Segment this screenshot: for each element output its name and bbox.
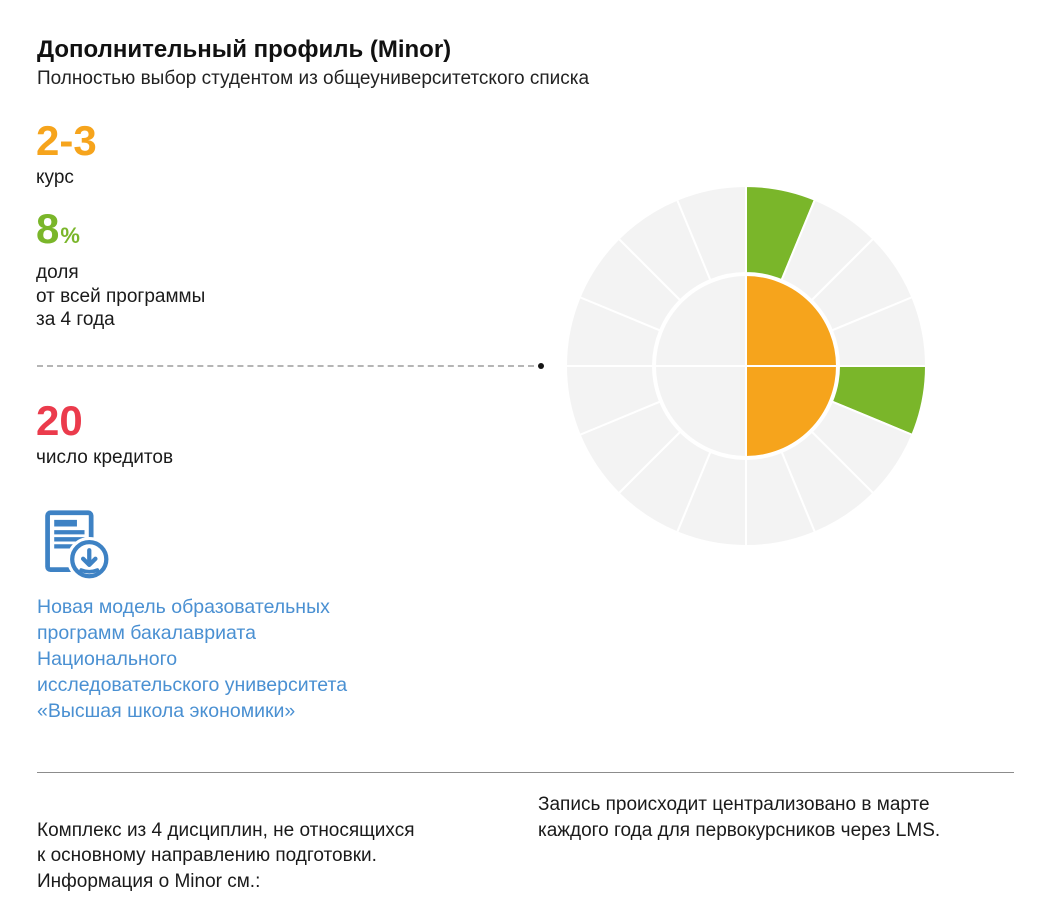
stat-course: 2-3 курс [36, 119, 97, 190]
stat-share-value: 8% [36, 207, 205, 258]
document-note-text: Новая модель образовательных программ ба… [37, 596, 348, 722]
percent-sign: % [60, 223, 80, 248]
dotted-separator [37, 365, 534, 367]
stat-share: 8% доля от всей программы за 4 года [36, 207, 205, 332]
stat-credits: 20 число кредитов [36, 399, 173, 470]
document-download-icon [45, 510, 112, 582]
minor-chart [564, 184, 928, 548]
inner-bottom-left [653, 365, 747, 459]
inner-top-right [745, 273, 839, 367]
stat-share-number: 8 [36, 205, 60, 252]
inner-top-left [653, 273, 747, 367]
stat-course-label: курс [36, 167, 74, 188]
footer-divider [37, 772, 1014, 773]
footer-left-note: Комплекс из 4 дисциплин, не относящихся … [37, 792, 415, 917]
separator-end-dot [538, 363, 544, 369]
page-subtitle: Полностью выбор студентом из общеуниверс… [37, 68, 590, 89]
stat-course-value: 2-3 [36, 117, 97, 164]
inner-bottom-right [745, 365, 839, 459]
ring-segment-15 [675, 184, 747, 282]
footer-left-text: Комплекс из 4 дисциплин, не относящихся … [37, 819, 415, 892]
footer-right-note: Запись происходит централизовано в марте… [538, 794, 941, 841]
stat-credits-value: 20 [36, 397, 83, 444]
stat-share-label: доля от всей программы за 4 года [36, 262, 206, 330]
stat-credits-label: число кредитов [36, 447, 174, 468]
page-title: Дополнительный профиль (Minor) [37, 36, 452, 63]
